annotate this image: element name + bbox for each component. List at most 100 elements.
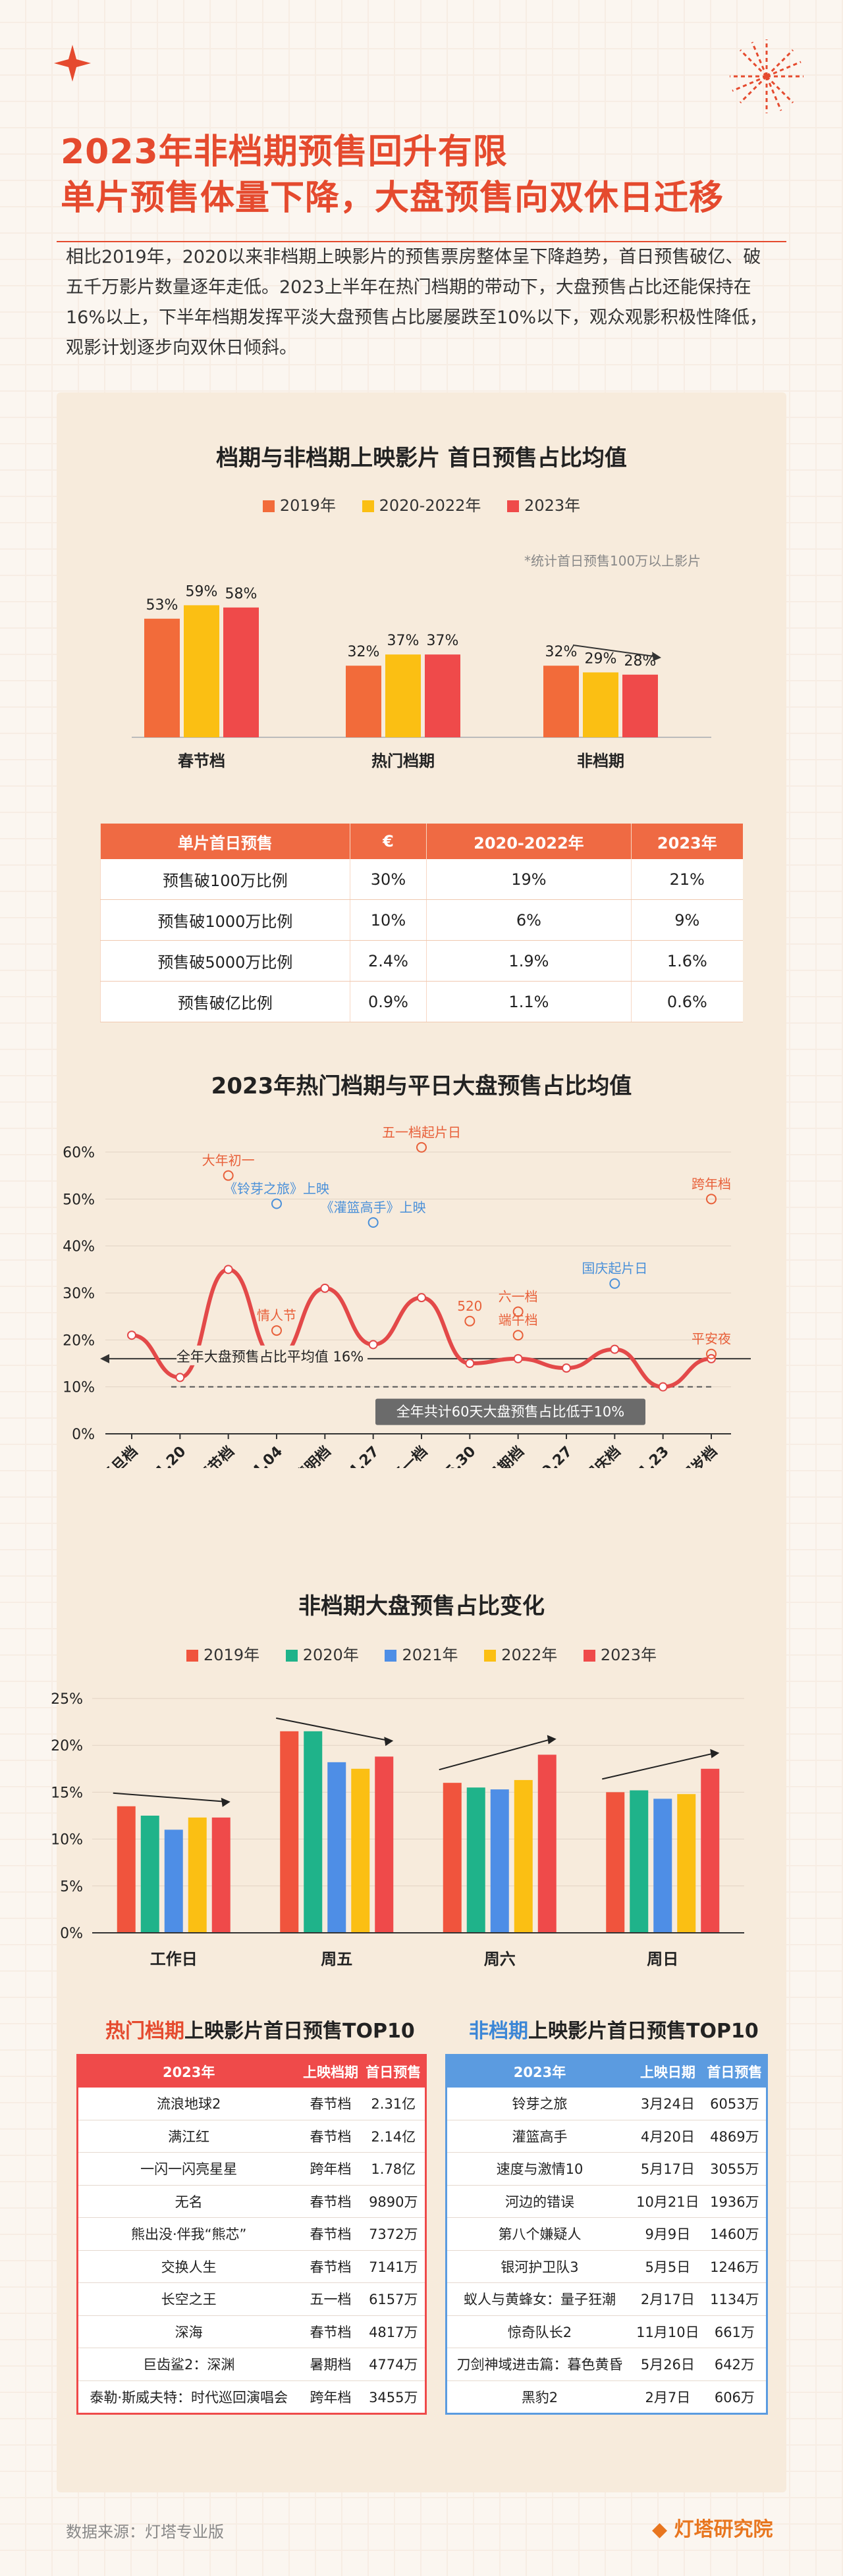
table-cell: 0.6% (630, 981, 743, 1022)
table-cell: 10月21日 (632, 2185, 703, 2218)
data-label: 29% (585, 650, 617, 667)
table-header-cell: 上映档期 (302, 2064, 358, 2080)
table-row: 深海 春节档 4817万 (77, 2315, 426, 2348)
bar (346, 666, 381, 737)
table-cell: 3455万 (362, 2380, 426, 2414)
y-tick-label: 25% (51, 1691, 83, 1708)
trend-arrow-head (710, 1748, 720, 1758)
legend-item: 2023年 (507, 492, 580, 515)
trend-arrow (276, 1717, 390, 1742)
annotation-point (223, 1170, 234, 1181)
table-cell: 铃芽之旅 (446, 2088, 632, 2120)
table-row: 无名 春节档 9890万 (77, 2185, 426, 2218)
annotation-point (464, 1315, 476, 1327)
annotation-point (706, 1348, 717, 1359)
annotation-point (512, 1330, 524, 1341)
data-point (223, 1265, 233, 1275)
table-cell: 预售破100万比例 (100, 859, 350, 900)
bar (606, 1792, 625, 1933)
table-cell: 606万 (703, 2380, 767, 2414)
table-cell: 3月24日 (632, 2088, 703, 2120)
table-cell: 21% (630, 859, 743, 900)
table-row: 黑豹2 2月7日 606万 (446, 2380, 767, 2414)
table-cell: 2月7日 (632, 2380, 703, 2414)
data-label: 37% (387, 633, 420, 649)
annotation-label: 平安夜 (692, 1331, 731, 1347)
table-cell: 11月10日 (632, 2315, 703, 2348)
table-cell: 五一档 (299, 2282, 362, 2316)
brand-logo: ◆ 灯塔研究院 (652, 2518, 773, 2541)
table-header-cell: 上映日期 (639, 2064, 695, 2080)
table-row: 预售破亿比例 0.9% 1.1% 0.6% (100, 981, 743, 1022)
bar (327, 1762, 346, 1933)
chart2-svg: 0% 10% 20% 30% 40% 50% 60% 全年大盘预售占比平均值 16% 全年共计6… (63, 1124, 751, 1468)
avg-arrow-head (100, 1354, 109, 1363)
data-label: 32% (348, 644, 380, 660)
bar (583, 672, 618, 737)
table-cell: 0.9% (349, 981, 427, 1022)
page-title-line2: 单片预售体量下降，大盘预售向双休日迁移 (61, 178, 724, 218)
legend-item: 2023年 (583, 1642, 657, 1665)
annotation-point (367, 1217, 379, 1228)
data-label: 37% (427, 633, 459, 649)
legend-item: 2021年 (385, 1642, 458, 1665)
table-cell: 10% (349, 899, 427, 941)
bar (211, 1817, 231, 1933)
table-cell: 长空之王 (77, 2282, 300, 2316)
table-cell: 19% (426, 859, 632, 900)
firework-icon (730, 39, 803, 113)
table-header-cell: 2023年 (162, 2064, 215, 2080)
table-row: 惊奇队长2 11月10日 661万 (446, 2315, 767, 2348)
table-cell: 4817万 (362, 2315, 426, 2348)
y-tick-label: 20% (51, 1738, 83, 1754)
data-point (127, 1330, 136, 1340)
table-cell: 30% (349, 859, 427, 900)
table-cell: 661万 (703, 2315, 767, 2348)
table-cell: 预售破5000万比例 (100, 940, 350, 982)
bar (223, 607, 259, 737)
annotation-point (271, 1198, 282, 1209)
table-row: 流浪地球2 春节档 2.31亿 (77, 2088, 426, 2120)
table-header-cell: 2023年 (513, 2064, 566, 2080)
table-cell: 3055万 (703, 2152, 767, 2186)
bar (140, 1816, 159, 1933)
table-header-cell: 首日预售 (366, 2064, 422, 2080)
table-cell: 1134万 (703, 2282, 767, 2316)
avg-label-bg (177, 1345, 367, 1365)
data-point (513, 1354, 523, 1363)
intro-paragraph: 相比2019年，2020以来非档期上映影片的预售票房整体呈下降趋势，首日预售破亿… (66, 247, 768, 358)
y-tick-label: 5% (60, 1879, 83, 1895)
x-tick-label: 春节档 (195, 1443, 237, 1468)
data-label: 32% (545, 644, 578, 660)
bar (701, 1768, 720, 1933)
x-tick-label: 国庆档 (581, 1443, 624, 1468)
data-point (368, 1340, 378, 1350)
top10-hot-table: 2023年 上映档期 首日预售 流浪地球2 春节档 2.31亿 满江红 春节档 2.14亿… (76, 2054, 427, 2415)
table-row: 河边的错误 10月21日 1936万 (446, 2185, 767, 2218)
table-cell: 春节档 (299, 2185, 362, 2218)
trend-arrow (113, 1792, 227, 1802)
category-label: 周日 (647, 1950, 678, 1968)
chart1-legend: 2019年 2020-2022年 2023年 (0, 492, 843, 515)
y-tick-label: 60% (63, 1145, 95, 1161)
y-tick-label: 50% (63, 1192, 95, 1208)
bar (630, 1790, 649, 1933)
trend-arrow-head (221, 1797, 231, 1807)
chart3-legend: 2019年 2020年 2021年 2022年 2023年 (0, 1642, 843, 1665)
table-cell: 春节档 (299, 2088, 362, 2120)
annotation-label: 端午档 (499, 1312, 538, 1328)
bar (537, 1754, 557, 1933)
top10-off-table: 2023年 上映日期 首日预售 铃芽之旅 3月24日 6053万 灌篮高手 4月20日 4… (445, 2054, 768, 2415)
annotation-point (271, 1325, 282, 1336)
table-header-cell: € (349, 824, 427, 859)
table-row: 巨齿鲨2：深渊 暑期档 4774万 (77, 2348, 426, 2381)
y-tick-label: 20% (63, 1332, 95, 1349)
table-header-cell: 首日预售 (707, 2064, 763, 2080)
table-cell: 642万 (703, 2348, 767, 2381)
bar (304, 1731, 323, 1933)
table-header-row: 2023年 上映日期 首日预售 (446, 2055, 767, 2088)
data-point (417, 1293, 426, 1303)
table-cell: 预售破亿比例 (100, 981, 350, 1022)
table-row: 蚁人与黄蜂女：量子狂潮 2月17日 1134万 (446, 2282, 767, 2316)
